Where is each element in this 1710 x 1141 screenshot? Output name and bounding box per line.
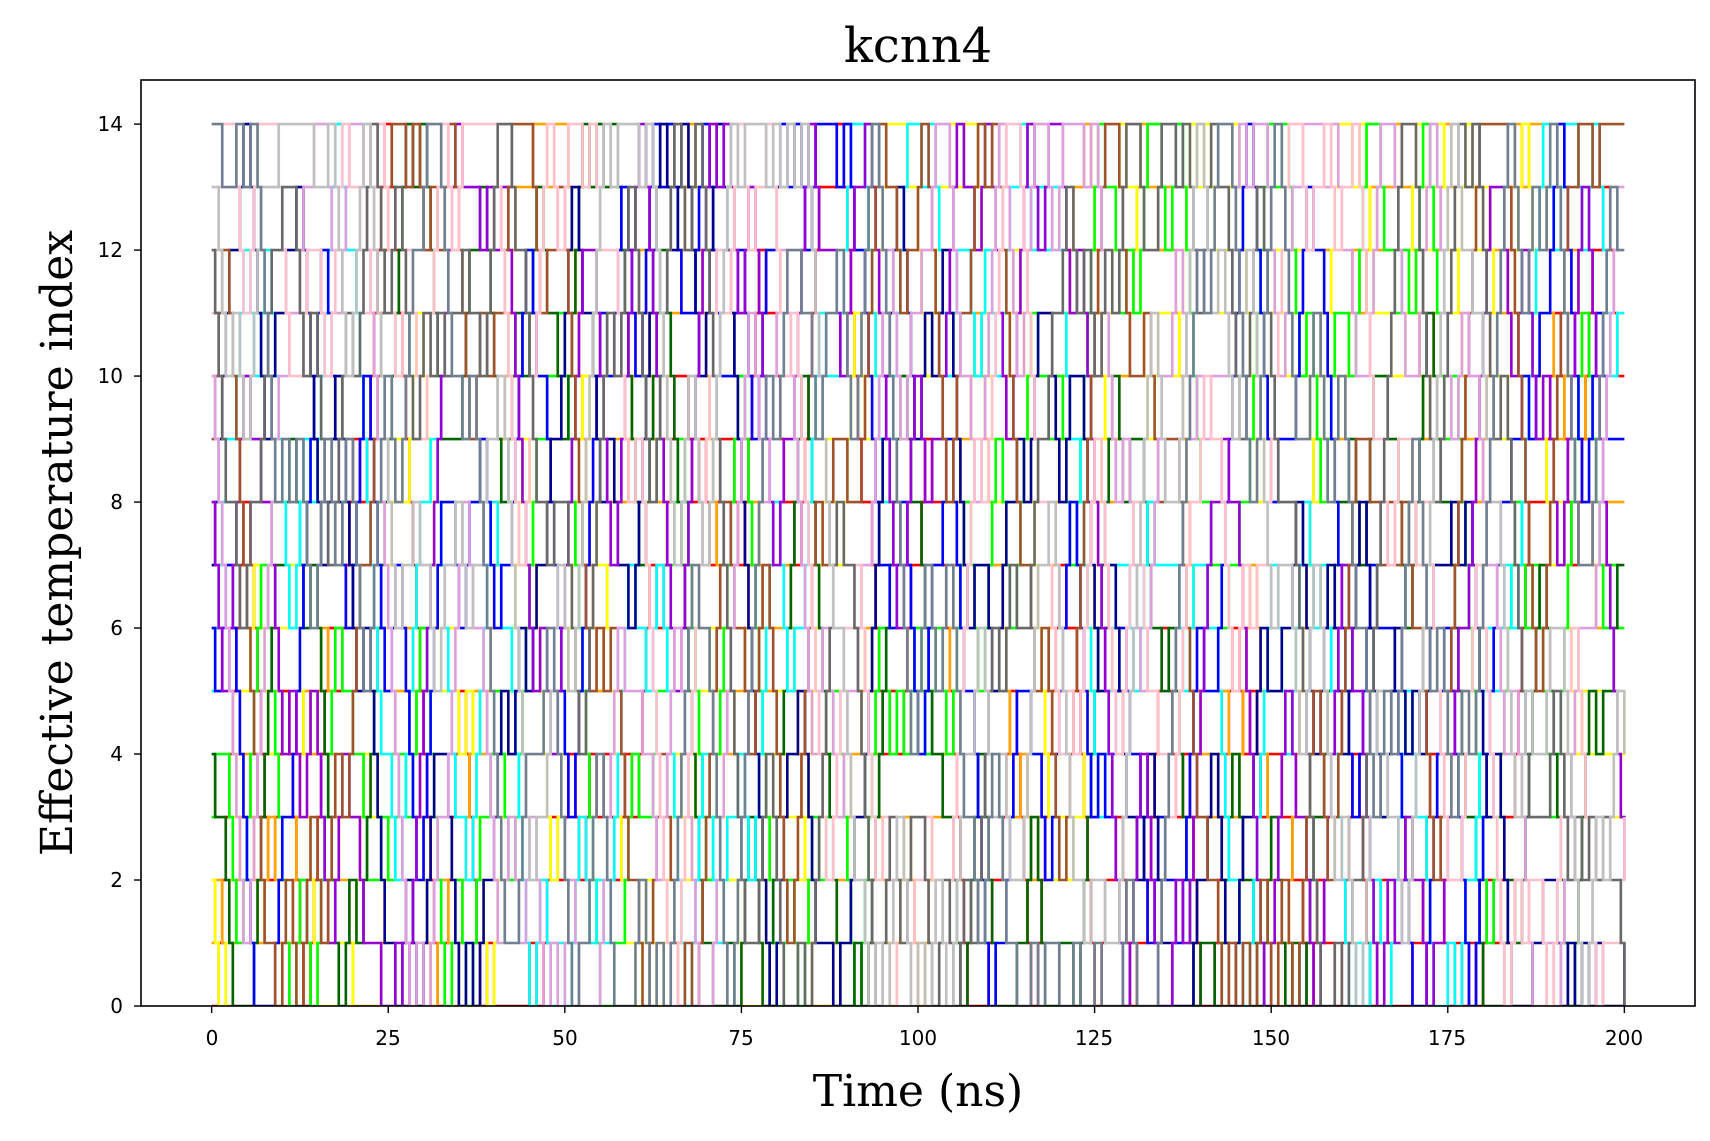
y-tick-label: 2 — [110, 868, 123, 892]
y-tick-label: 12 — [98, 238, 123, 262]
x-tick-label: 125 — [1075, 1026, 1113, 1050]
y-tick-label: 0 — [110, 994, 123, 1018]
y-tick-label: 14 — [98, 112, 123, 136]
y-tick-label: 8 — [110, 490, 123, 514]
x-tick-label: 175 — [1428, 1026, 1466, 1050]
x-tick-label: 25 — [375, 1026, 400, 1050]
x-tick-label: 50 — [552, 1026, 577, 1050]
y-tick-label: 4 — [110, 742, 123, 766]
y-tick-label: 10 — [98, 364, 123, 388]
y-axis-label: Effective temperature index — [32, 230, 83, 856]
x-axis-label: Time (ns) — [813, 1066, 1023, 1117]
chart-title: kcnn4 — [844, 18, 992, 74]
x-tick-label: 100 — [899, 1026, 937, 1050]
y-tick-label: 6 — [110, 616, 123, 640]
x-tick-label: 150 — [1252, 1026, 1290, 1050]
x-tick-label: 200 — [1605, 1026, 1643, 1050]
x-tick-label: 75 — [728, 1026, 753, 1050]
x-tick-label: 0 — [206, 1026, 219, 1050]
